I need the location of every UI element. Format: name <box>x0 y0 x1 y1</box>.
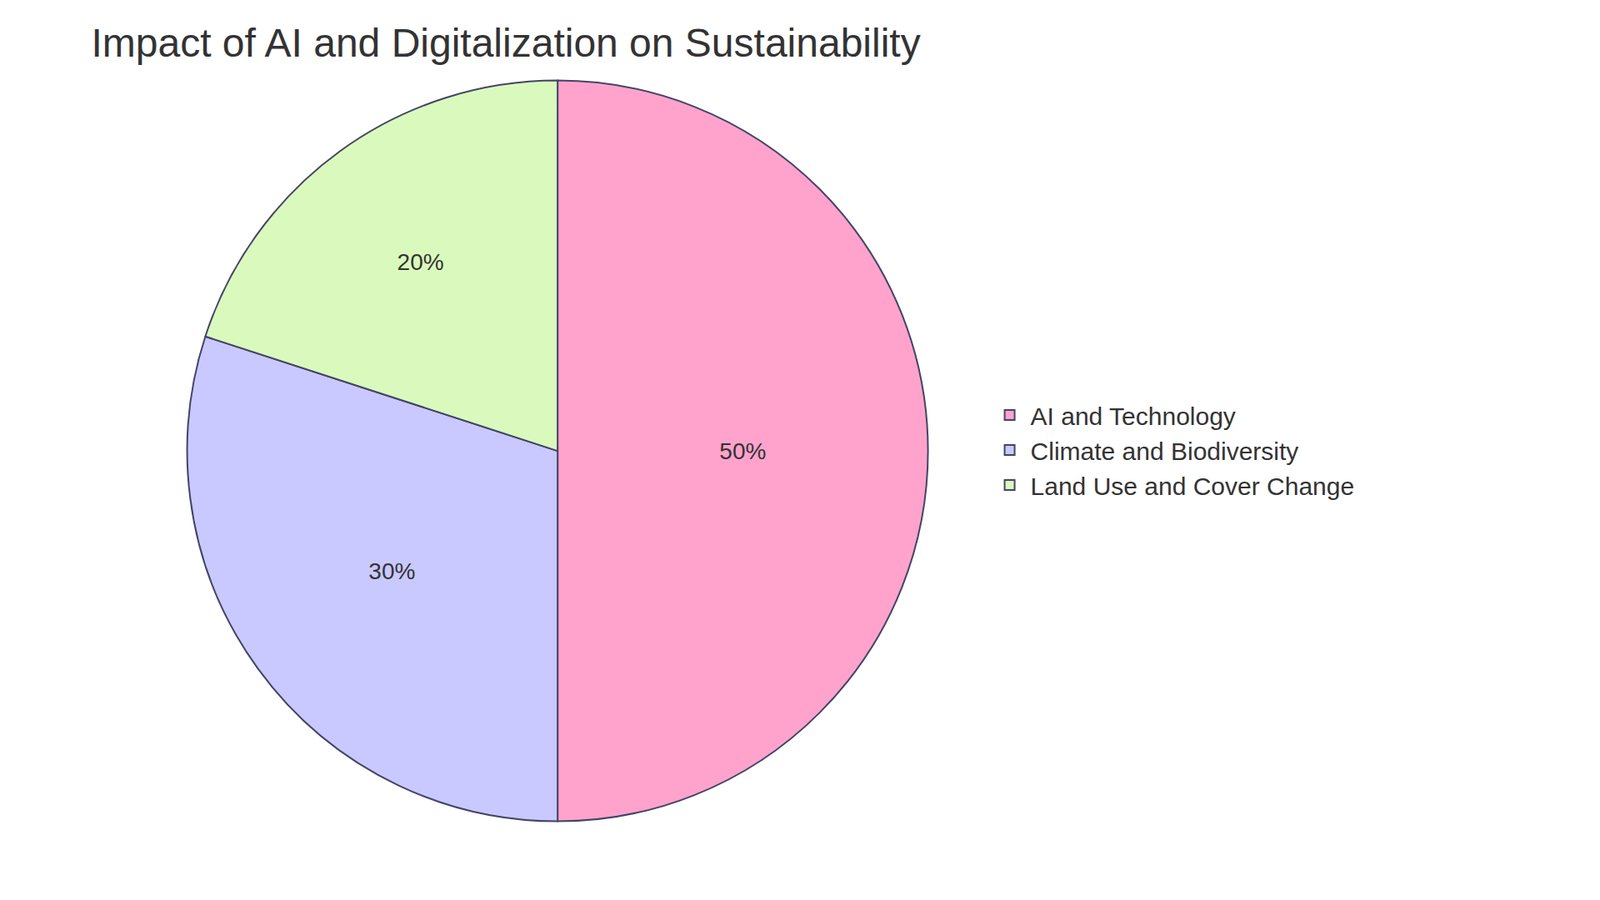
svg-text:50%: 50% <box>719 438 766 465</box>
svg-text:Climate and Biodiversity: Climate and Biodiversity <box>1030 437 1300 465</box>
svg-text:Impact of AI and Digitalizatio: Impact of AI and Digitalization on Susta… <box>90 20 920 65</box>
svg-text:30%: 30% <box>368 558 415 585</box>
svg-text:20%: 20% <box>397 249 445 275</box>
svg-text:Land Use and Cover Change: Land Use and Cover Change <box>1030 472 1355 500</box>
svg-text:AI and Technology: AI and Technology <box>1030 402 1236 430</box>
